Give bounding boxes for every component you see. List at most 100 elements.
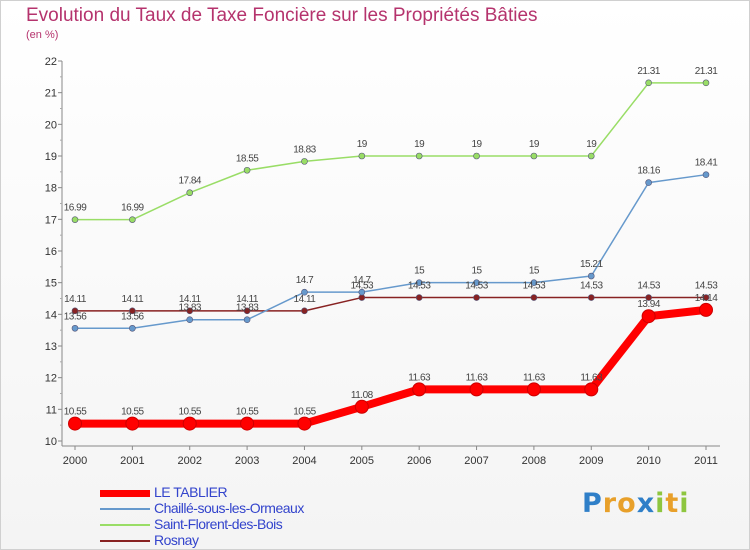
x-tick-label: 2006 — [407, 455, 431, 467]
data-label: 19 — [586, 139, 597, 150]
data-point — [530, 152, 538, 160]
series-line-chaill-sous-les-ormeaux — [74, 173, 707, 330]
data-label: 14.11 — [179, 294, 202, 305]
data-point — [415, 294, 423, 301]
data-label: 13.56 — [64, 311, 87, 322]
data-label: 10.55 — [64, 407, 87, 418]
data-label: 14.53 — [408, 281, 431, 292]
data-label: 15.21 — [580, 259, 603, 270]
data-label: 11.08 — [351, 390, 374, 401]
data-label: 14.53 — [580, 281, 603, 292]
y-tick-label: 19 — [45, 151, 57, 163]
data-point — [129, 324, 136, 332]
proxiti-logo: Proxiti — [582, 488, 690, 519]
data-label: 11.63 — [466, 372, 489, 383]
data-point — [699, 302, 713, 317]
data-point — [530, 279, 538, 286]
logo-letter: i — [679, 488, 690, 519]
data-point — [125, 416, 140, 431]
y-tick-label: 16 — [45, 246, 57, 258]
logo-letter: t — [665, 488, 680, 519]
x-tick-label: 2004 — [292, 455, 316, 467]
data-point — [587, 272, 595, 280]
legend-label: Rosnay — [154, 532, 199, 548]
data-label: 11.63 — [408, 372, 431, 383]
x-tick-label: 2011 — [694, 455, 718, 467]
data-label: 10.55 — [178, 407, 201, 418]
data-label: 13.56 — [121, 311, 144, 322]
logo-letter: P — [582, 488, 603, 519]
data-label: 11.63 — [523, 372, 546, 383]
data-label: 13.94 — [637, 299, 660, 310]
data-point — [186, 189, 194, 197]
data-point — [129, 216, 136, 223]
data-point — [415, 279, 423, 286]
data-point — [68, 416, 82, 431]
legend-swatch — [100, 524, 150, 526]
data-label: 14.11 — [121, 294, 144, 305]
data-label: 14.11 — [294, 294, 317, 305]
chart-title: Evolution du Taux de Taxe Foncière sur l… — [26, 5, 538, 26]
data-label: 14.14 — [695, 293, 718, 304]
data-point — [354, 399, 369, 414]
y-tick-label: 11 — [46, 404, 57, 416]
data-label: 18.83 — [293, 144, 316, 155]
data-point — [186, 316, 194, 324]
data-label: 21.31 — [695, 66, 718, 77]
data-label: 10.55 — [293, 407, 316, 418]
x-tick-label: 2005 — [350, 455, 374, 467]
logo-letter: x — [636, 488, 656, 519]
axes: 10 11 12 13 14 15 16 17 18 19 20 21 22 2000 2001 2002 20… — [45, 56, 720, 467]
data-point — [645, 294, 652, 301]
y-tick-label: 18 — [45, 183, 57, 195]
data-point — [584, 382, 599, 397]
data-label: 13.83 — [178, 303, 201, 314]
x-tick-label: 2001 — [120, 455, 144, 467]
x-tick-label: 2008 — [522, 455, 546, 467]
data-label: 16.99 — [121, 203, 144, 214]
y-tick-label: 14 — [45, 309, 57, 321]
x-tick-label: 2000 — [63, 455, 87, 467]
logo-letter: r — [602, 488, 618, 519]
data-point — [587, 152, 595, 160]
data-label: 14.11 — [64, 294, 87, 305]
data-point — [71, 307, 79, 315]
data-label: 18.16 — [637, 166, 660, 177]
data-point — [186, 307, 194, 315]
data-point — [645, 79, 652, 87]
data-label: 19 — [357, 139, 368, 150]
data-label: 10.55 — [236, 407, 259, 418]
data-label: 14.53 — [637, 281, 660, 292]
y-tick-label: 12 — [45, 373, 57, 385]
data-label: 18.41 — [695, 158, 718, 169]
data-label: 14.53 — [523, 281, 546, 292]
data-label: 15 — [529, 266, 540, 277]
data-label: 10.55 — [121, 407, 144, 418]
data-point — [645, 179, 652, 186]
data-point — [473, 279, 480, 286]
data-point — [702, 79, 710, 87]
y-tick-label: 21 — [45, 88, 57, 100]
data-point — [412, 382, 427, 397]
line-chart: 10 11 12 13 14 15 16 17 18 19 20 21 22 2000 2001 2002 20… — [45, 56, 720, 467]
data-label: 21.31 — [637, 66, 660, 77]
data-point — [301, 158, 308, 165]
x-tick-label: 2003 — [235, 455, 259, 467]
data-point — [473, 294, 480, 301]
data-label: 18.55 — [236, 153, 259, 164]
data-point — [702, 294, 710, 301]
data-label: 13.83 — [236, 303, 259, 314]
data-point — [587, 294, 595, 301]
data-label: 14.7 — [353, 275, 371, 286]
legend-swatch — [100, 489, 150, 497]
data-label: 11.63 — [580, 372, 603, 383]
data-label: 14.7 — [296, 275, 314, 286]
data-point — [182, 416, 197, 431]
data-label: 14.53 — [465, 281, 488, 292]
data-point — [358, 288, 366, 296]
data-label: 15 — [414, 266, 425, 277]
data-point — [129, 307, 136, 315]
y-tick-label: 22 — [45, 56, 57, 68]
series-line-rosnay — [74, 296, 707, 312]
